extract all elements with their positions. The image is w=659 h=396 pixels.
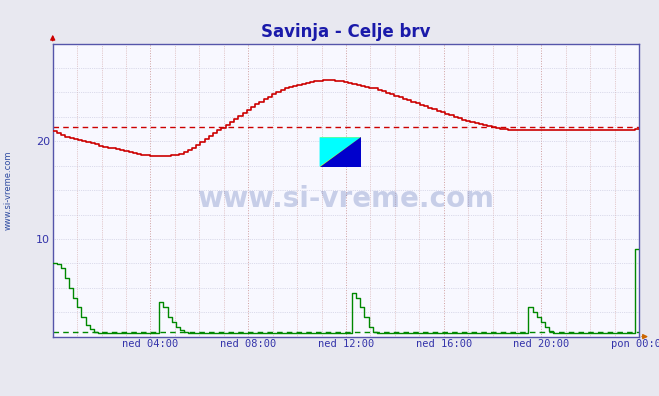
Polygon shape — [320, 137, 360, 167]
Title: Savinja - Celje brv: Savinja - Celje brv — [261, 23, 431, 41]
Bar — [320, 137, 360, 167]
Polygon shape — [320, 137, 360, 167]
Text: www.si-vreme.com: www.si-vreme.com — [198, 185, 494, 213]
Text: www.si-vreme.com: www.si-vreme.com — [3, 150, 13, 230]
Legend: temperatura[C], pretok[m3/s]: temperatura[C], pretok[m3/s] — [283, 392, 409, 396]
